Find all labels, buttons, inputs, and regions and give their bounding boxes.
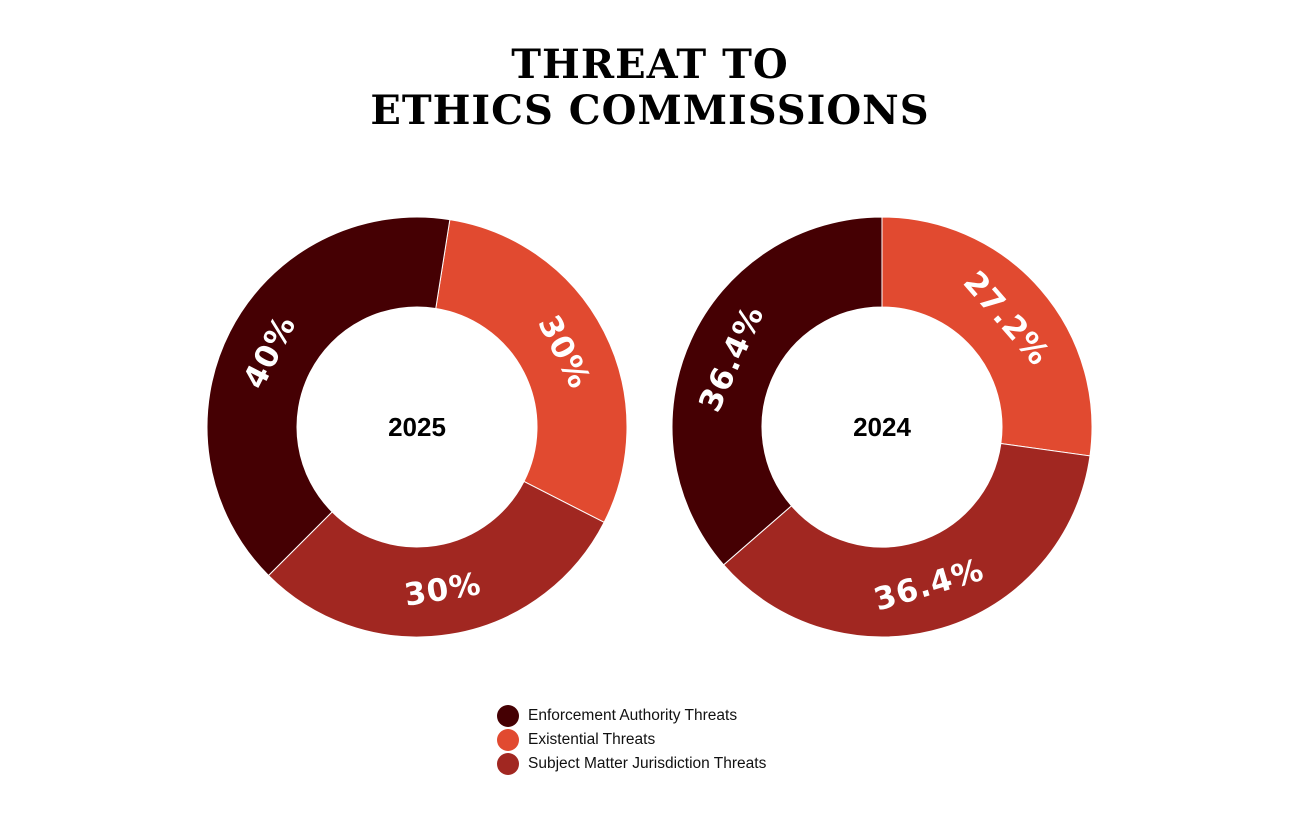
chart-title-line-1: THREAT TO [511,41,789,88]
legend-swatch [497,753,519,775]
chart-title-line-2: ETHICS COMMISSIONS [370,87,930,134]
legend-item-subject-matter: Subject Matter Jurisdiction Threats [497,752,766,776]
legend-label: Subject Matter Jurisdiction Threats [528,755,767,772]
donut-slice-2024-1 [881,216,1093,457]
legend-item-enforcement: Enforcement Authority Threats [497,704,766,728]
legend: Enforcement Authority Threats Existentia… [497,704,766,776]
donut-slice-2025-1 [435,219,628,524]
donut-slice-2025-0 [206,216,451,577]
donut-center-label: 2024 [853,412,911,442]
chart-title: THREAT TO ETHICS COMMISSIONS [0,42,1300,134]
legend-item-existential: Existential Threats [497,728,766,752]
legend-swatch [497,705,519,727]
legend-label: Existential Threats [528,731,656,748]
legend-label: Enforcement Authority Threats [528,707,738,724]
donut-slice-2024-2 [722,442,1091,638]
legend-swatch [497,729,519,751]
donut-slice-2024-0 [671,216,883,566]
donut-center-label: 2025 [388,412,446,442]
donut-slice-2025-2 [267,480,605,638]
